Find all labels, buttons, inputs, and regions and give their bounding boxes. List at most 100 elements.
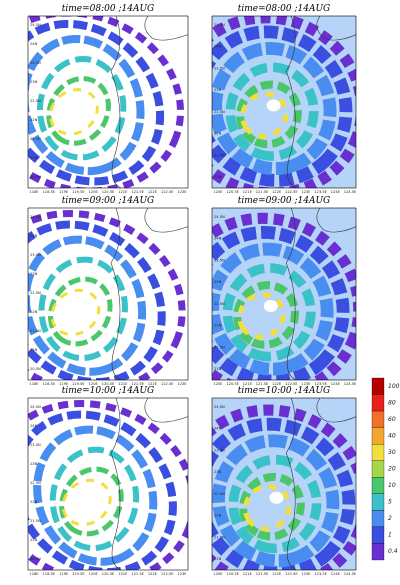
panel-title: time=09:00 ;14AUG (238, 196, 330, 206)
panel-title: time=08:00 ;14AUG (238, 4, 330, 14)
lon-label: 121E (118, 190, 128, 194)
lat-label: 21N (214, 557, 222, 561)
lon-label: 120.5E (226, 572, 239, 576)
colorbar-label: 10 (388, 482, 396, 489)
map-panel: time=10:00 ;14AUG 24.5N 24N 23.5N 23N 22.5N 22… (27, 386, 189, 576)
lon-label: 123E (177, 190, 187, 194)
lat-label: 22N (30, 118, 38, 122)
rain-field (212, 208, 356, 380)
rain-band (212, 25, 353, 187)
colorbar-swatch (371, 543, 385, 561)
rain-band (36, 56, 127, 161)
lon-label: 119E (59, 382, 69, 386)
lat-label: 23.5N (214, 258, 225, 262)
lat-label: 21N (30, 538, 38, 542)
lat-label: 22N (214, 324, 222, 328)
lon-label: 119E (59, 190, 69, 194)
lat-label: 22N (30, 500, 38, 504)
colorbar-label: 40 (388, 432, 396, 439)
lon-label: 122E (148, 190, 158, 194)
panel-title: time=08:00 ;14AUG (62, 4, 154, 14)
rain-field (28, 398, 188, 570)
eye (269, 491, 284, 504)
lon-label: 120E (89, 190, 99, 194)
coastline (285, 16, 297, 188)
lon-label: 122.5E (161, 382, 174, 386)
lon-label: 123E (177, 382, 187, 386)
lat-label: 23.5N (30, 61, 41, 65)
lat-label: 24.5N (214, 405, 225, 409)
colorbar-label: 20 (388, 466, 396, 473)
lon-label: 123E (301, 382, 311, 386)
lon-label: 120.5E (102, 382, 115, 386)
rain-field (212, 398, 356, 570)
rain-band (33, 425, 158, 566)
lat-label: 22.5N (214, 302, 225, 306)
lat-label: 21N (214, 175, 222, 179)
lat-label: 23N (30, 80, 38, 84)
lat-label: 21.5N (214, 535, 225, 539)
lon-label: 122.5E (161, 572, 174, 576)
rain-band (237, 292, 286, 340)
colorbar-label: 1 (388, 532, 392, 539)
rain-band (38, 256, 128, 362)
lat-label: 24N (30, 42, 38, 46)
colorbar-swatch (371, 444, 385, 461)
rain-field (28, 16, 188, 188)
lon-label: 119E (59, 572, 69, 576)
lon-label: 120E (213, 190, 223, 194)
coastline (316, 208, 356, 233)
lat-label: 24.5N (214, 23, 225, 27)
map-panel: time=09:00 ;14AUG 24.5N 24N 23.5N 23N 22.5N 22… (211, 196, 357, 386)
lat-label: 22.5N (30, 99, 41, 103)
colorbar-swatch (371, 394, 385, 412)
lat-label: 24N (30, 234, 38, 238)
lon-label: 120E (213, 572, 223, 576)
lon-label: 120.5E (226, 190, 239, 194)
colorbar-swatch (371, 377, 385, 395)
rain-band (212, 42, 337, 175)
rain-band (236, 80, 302, 149)
lat-label: 21N (214, 367, 222, 371)
rain-band (212, 434, 340, 568)
eye (89, 486, 103, 499)
rain-band (212, 226, 350, 380)
coastline (285, 208, 297, 380)
lon-label: 120.5E (102, 190, 115, 194)
rain-band (212, 242, 334, 376)
lon-label: 121E (243, 190, 253, 194)
lat-label: 22.5N (214, 492, 225, 496)
lat-label: 21.5N (30, 137, 41, 141)
rain-band (212, 212, 356, 380)
lat-label: 23.5N (214, 66, 225, 70)
panel-frame (27, 207, 189, 381)
lat-label: 21.5N (30, 329, 41, 333)
lon-label: 124.5E (344, 190, 357, 194)
colorbar-label: 0.4 (388, 548, 398, 555)
coastline (316, 16, 356, 41)
rain-band (28, 35, 145, 176)
lon-label: 122E (272, 190, 282, 194)
rain-band (50, 288, 101, 337)
lat-label: 20.5N (30, 175, 41, 179)
lon-label: 123E (177, 572, 187, 576)
lat-label: 22N (30, 310, 38, 314)
coastline (316, 398, 356, 423)
rain-band (240, 91, 289, 139)
rain-band (228, 454, 322, 554)
lat-label: 21.5N (214, 153, 225, 157)
rain-band (212, 404, 356, 570)
eye (76, 96, 91, 108)
lon-label: 122E (272, 382, 282, 386)
lon-label: 118.5E (43, 572, 56, 576)
rain-band (61, 478, 112, 527)
colorbar-label: 5 (388, 499, 392, 506)
lon-label: 123E (301, 190, 311, 194)
rain-band (28, 19, 165, 186)
lon-label: 122.5E (161, 190, 174, 194)
lon-label: 122.5E (285, 572, 298, 576)
lat-label: 21N (30, 156, 38, 160)
lat-label: 24.5N (30, 405, 41, 409)
panel-frame (27, 397, 189, 571)
